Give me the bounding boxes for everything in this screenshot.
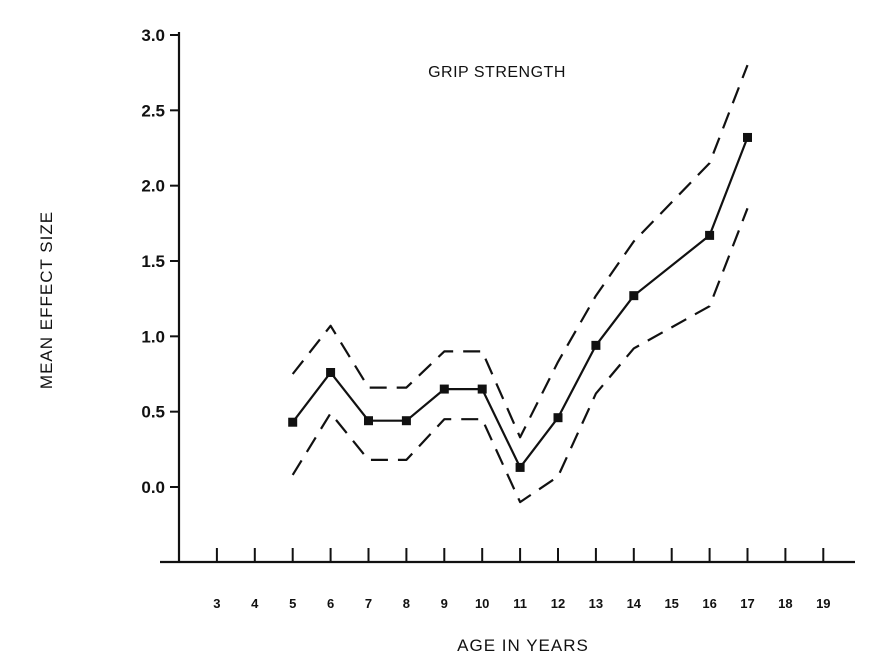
x-axis-ticks: 3 4 5 6 7 8 9 10 11 12 13 14 15 16 17 18 19 [213,548,831,611]
x-tick-label: 5 [289,596,296,611]
lower-bound-line [291,207,749,504]
x-tick-label: 18 [778,596,792,611]
x-tick-label: 19 [816,596,830,611]
x-tick-label: 16 [702,596,716,611]
data-point-marker [705,230,715,240]
upper-bound-line [291,64,749,439]
y-tick-label: 1.5 [141,252,165,271]
data-point-marker [591,340,601,350]
data-point-marker [439,384,449,394]
data-point-marker [629,291,639,301]
data-point-marker [288,417,298,427]
x-axis-title: AGE IN YEARS [457,636,589,655]
x-tick-label: 3 [213,596,220,611]
data-point-marker [743,132,752,142]
mean-line [291,137,749,469]
y-tick-label: 0.0 [141,478,165,497]
x-tick-label: 6 [327,596,334,611]
x-tick-label: 12 [551,596,565,611]
y-tick-label: 2.0 [141,177,165,196]
series-layer [288,64,752,504]
y-tick-label: 2.5 [141,101,165,120]
y-axis-ticks: 3.0 2.5 2.0 1.5 1.0 0.5 0.0 [141,26,179,497]
y-tick-label: 0.5 [141,403,165,422]
x-tick-label: 9 [441,596,448,611]
x-tick-label: 10 [475,596,489,611]
x-tick-label: 7 [365,596,372,611]
x-tick-label: 11 [513,596,527,611]
chart-title: GRIP STRENGTH [428,64,566,81]
data-point-marker [401,416,411,426]
y-tick-label: 3.0 [141,26,165,45]
data-point-marker [477,384,487,394]
x-tick-label: 4 [251,596,259,611]
chart-axes [160,32,855,564]
y-tick-label: 1.0 [141,327,165,346]
data-point-marker [515,462,525,472]
x-tick-label: 17 [740,596,754,611]
data-point-marker [553,413,563,423]
data-point-marker [364,416,373,426]
x-tick-label: 15 [664,596,678,611]
x-tick-label: 13 [589,596,603,611]
y-axis-title: MEAN EFFECT SIZE [37,211,56,389]
data-point-marker [326,367,336,377]
x-tick-label: 14 [627,596,642,611]
x-tick-label: 8 [403,596,410,611]
